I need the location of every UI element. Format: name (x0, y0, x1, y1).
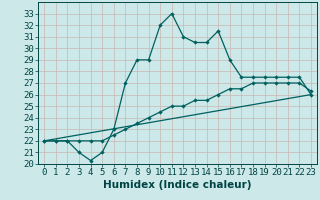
X-axis label: Humidex (Indice chaleur): Humidex (Indice chaleur) (103, 180, 252, 190)
